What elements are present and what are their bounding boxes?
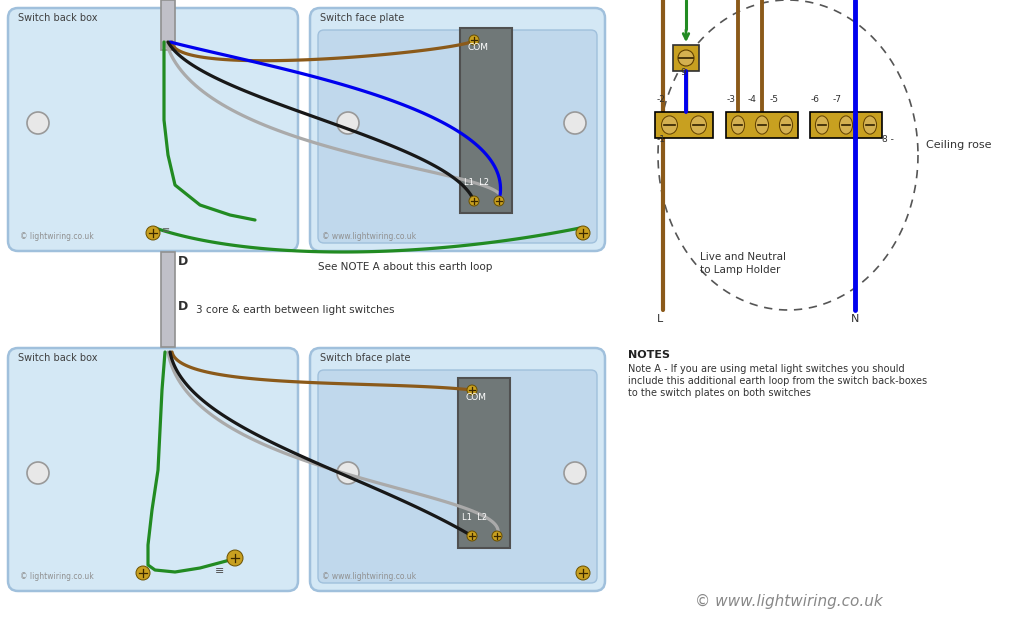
Circle shape <box>27 112 49 134</box>
Text: -5: -5 <box>770 95 779 104</box>
Circle shape <box>337 462 359 484</box>
Text: 3 core & earth between light switches: 3 core & earth between light switches <box>196 305 394 315</box>
Text: L: L <box>657 314 664 324</box>
Text: Switch bface plate: Switch bface plate <box>319 353 411 363</box>
FancyBboxPatch shape <box>8 348 298 591</box>
Circle shape <box>575 226 590 240</box>
FancyBboxPatch shape <box>8 8 298 251</box>
FancyBboxPatch shape <box>318 370 597 583</box>
Ellipse shape <box>779 116 793 134</box>
Circle shape <box>469 196 479 206</box>
Bar <box>460 28 512 213</box>
Text: Live and Neutral: Live and Neutral <box>700 252 786 262</box>
Ellipse shape <box>756 116 769 134</box>
Text: -7: -7 <box>833 95 842 104</box>
Circle shape <box>494 196 504 206</box>
Circle shape <box>564 462 586 484</box>
Text: -4: -4 <box>748 95 757 104</box>
Text: to the switch plates on both switches: to the switch plates on both switches <box>628 388 811 398</box>
Text: 9: 9 <box>680 68 686 77</box>
Text: Switch face plate: Switch face plate <box>319 13 404 23</box>
Text: Switch back box: Switch back box <box>18 353 97 363</box>
Text: -6: -6 <box>811 95 820 104</box>
Text: N: N <box>851 314 859 324</box>
Bar <box>458 378 510 548</box>
Text: ≡: ≡ <box>162 225 170 235</box>
Text: L1  L2: L1 L2 <box>464 178 489 187</box>
Text: include this additional earth loop from the switch back-boxes: include this additional earth loop from … <box>628 376 927 386</box>
Bar <box>655 112 713 138</box>
Bar <box>726 112 798 138</box>
Text: -3: -3 <box>727 95 736 104</box>
Circle shape <box>469 35 479 45</box>
Circle shape <box>492 531 502 541</box>
Bar <box>161 252 175 347</box>
Circle shape <box>575 566 590 580</box>
Ellipse shape <box>840 116 853 134</box>
Ellipse shape <box>815 116 828 134</box>
FancyBboxPatch shape <box>318 30 597 243</box>
Text: © www.lightwiring.co.uk: © www.lightwiring.co.uk <box>322 572 416 581</box>
Text: © lightwiring.co.uk: © lightwiring.co.uk <box>20 572 94 581</box>
Text: NOTES: NOTES <box>628 350 670 360</box>
Text: Note A - If you are using metal light switches you should: Note A - If you are using metal light sw… <box>628 364 904 374</box>
Bar <box>673 45 699 71</box>
Text: © www.lightwiring.co.uk: © www.lightwiring.co.uk <box>322 232 416 241</box>
Text: 8 -: 8 - <box>882 135 894 144</box>
Text: © www.lightwiring.co.uk: © www.lightwiring.co.uk <box>695 594 883 609</box>
Circle shape <box>337 112 359 134</box>
Circle shape <box>564 112 586 134</box>
Bar <box>810 112 882 138</box>
Text: COM: COM <box>466 393 487 402</box>
FancyBboxPatch shape <box>310 348 605 591</box>
Text: D: D <box>178 300 188 313</box>
Ellipse shape <box>863 116 877 134</box>
Ellipse shape <box>731 116 744 134</box>
Text: Switch back box: Switch back box <box>18 13 97 23</box>
Text: L1  L2: L1 L2 <box>462 513 487 522</box>
Text: ≡: ≡ <box>215 566 224 576</box>
Text: -1: -1 <box>657 135 666 144</box>
Circle shape <box>136 566 150 580</box>
Text: Ceiling rose: Ceiling rose <box>926 140 991 150</box>
Circle shape <box>146 226 160 240</box>
Bar <box>161 0 175 50</box>
Circle shape <box>27 462 49 484</box>
Ellipse shape <box>662 116 678 134</box>
Text: to Lamp Holder: to Lamp Holder <box>700 265 780 275</box>
Ellipse shape <box>678 50 694 66</box>
Circle shape <box>227 550 243 566</box>
Text: © lightwiring.co.uk: © lightwiring.co.uk <box>20 232 94 241</box>
Ellipse shape <box>690 116 707 134</box>
Text: -2: -2 <box>657 95 666 104</box>
Text: COM: COM <box>468 43 489 52</box>
Circle shape <box>467 385 477 395</box>
Text: D: D <box>178 255 188 268</box>
Circle shape <box>467 531 477 541</box>
FancyBboxPatch shape <box>310 8 605 251</box>
Text: See NOTE A about this earth loop: See NOTE A about this earth loop <box>318 262 493 272</box>
